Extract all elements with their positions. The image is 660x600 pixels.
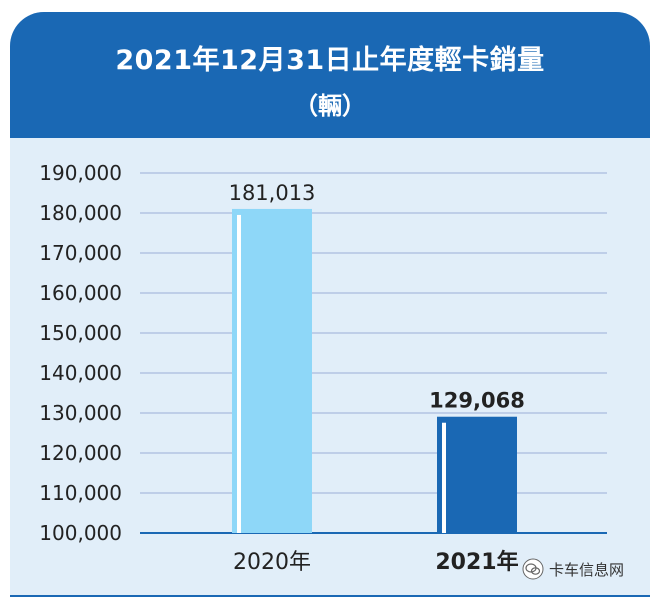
- chart-unit: （輛）: [294, 92, 366, 120]
- y-tick-label: 120,000: [39, 441, 122, 465]
- bar-highlight: [237, 214, 241, 533]
- wechat-icon: [522, 558, 544, 580]
- bar: [232, 208, 312, 533]
- x-tick-label: 2020年: [233, 550, 311, 575]
- y-tick-label: 180,000: [39, 201, 122, 225]
- watermark-text: 卡车信息网: [549, 560, 625, 579]
- bar-highlight: [442, 422, 446, 533]
- y-tick-label: 140,000: [39, 361, 122, 385]
- x-tick-label: 2021年: [435, 549, 518, 575]
- bar: [437, 416, 517, 533]
- y-tick-label: 130,000: [39, 401, 122, 425]
- y-tick-label: 150,000: [39, 321, 122, 345]
- y-tick-label: 100,000: [39, 521, 122, 545]
- data-label: 129,068: [429, 389, 525, 413]
- y-tick-label: 190,000: [39, 161, 122, 185]
- chart-header: 2021年12月31日止年度輕卡銷量 （輛）: [10, 12, 650, 138]
- data-label: 181,013: [229, 181, 316, 205]
- bottom-rule: [10, 595, 650, 597]
- y-tick-label: 110,000: [39, 481, 122, 505]
- y-tick-label: 170,000: [39, 241, 122, 265]
- chart-title: 2021年12月31日止年度輕卡銷量: [115, 45, 545, 76]
- chart-card: 2021年12月31日止年度輕卡銷量 （輛）: [10, 12, 650, 597]
- y-tick-label: 160,000: [39, 281, 122, 305]
- watermark: 卡车信息网: [522, 558, 624, 580]
